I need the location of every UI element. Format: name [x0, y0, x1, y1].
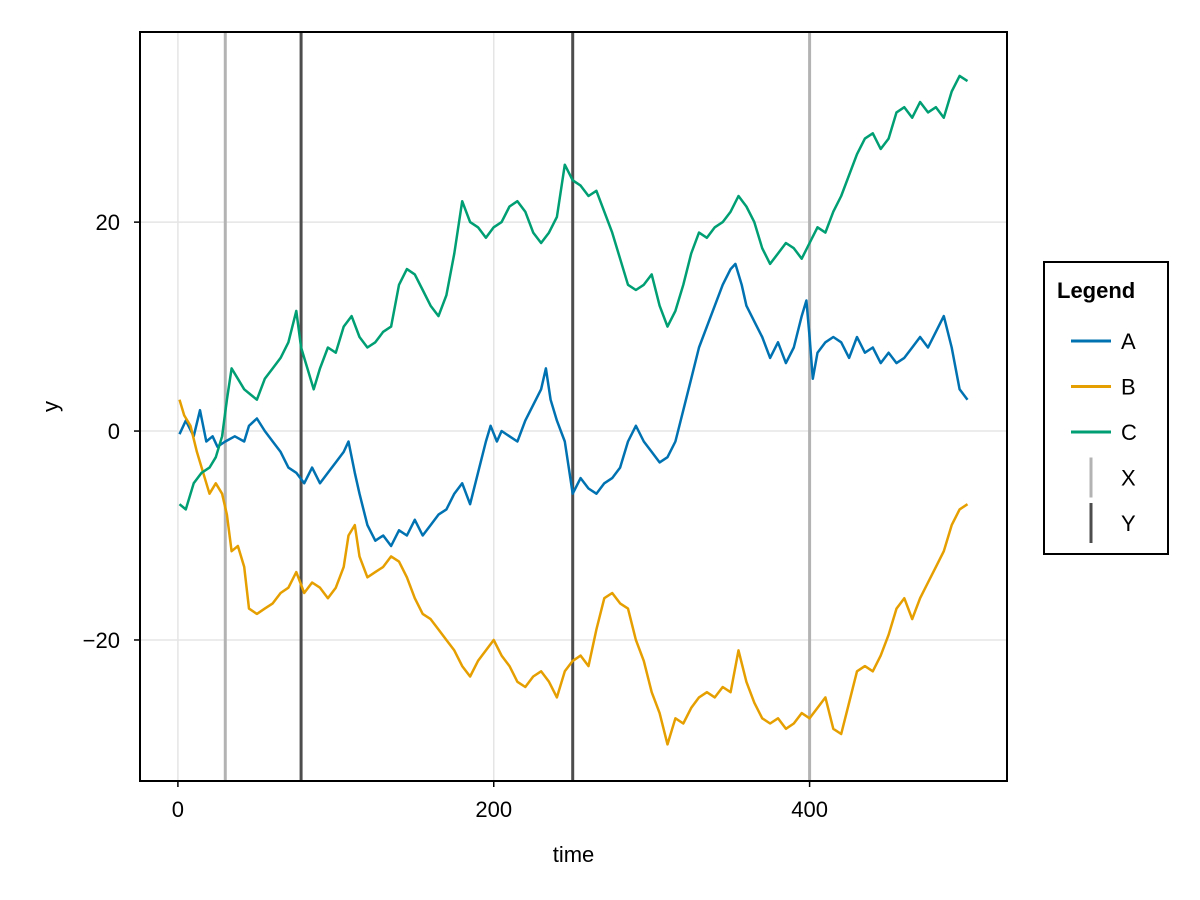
- vertical-lines: [223, 32, 812, 781]
- legend-label: X: [1121, 466, 1136, 491]
- legend-item-a: A: [1071, 329, 1136, 354]
- y-tick-label: 20: [96, 210, 120, 235]
- y-tick-label: 0: [108, 419, 120, 444]
- legend-label: Y: [1121, 511, 1136, 536]
- axis-ticks: 0 200 400 −20 0 20: [83, 210, 828, 822]
- legend-box: [1043, 261, 1169, 555]
- plot-frame: [139, 31, 1008, 782]
- legend-label: C: [1121, 420, 1137, 445]
- legend-item-y: Y: [1089, 503, 1136, 543]
- series-line-c: [178, 74, 969, 511]
- x-tick-label: 200: [475, 797, 512, 822]
- legend-label: A: [1121, 329, 1136, 354]
- x-tick-label: 0: [172, 797, 184, 822]
- y-axis-label: y: [38, 401, 63, 412]
- legend-title: Legend: [1057, 278, 1135, 303]
- legend-item-b: B: [1071, 375, 1136, 400]
- legend-label: B: [1121, 375, 1136, 400]
- x-axis-label: time: [553, 842, 595, 867]
- y-tick-label: −20: [83, 628, 120, 653]
- x-tick-label: 400: [791, 797, 828, 822]
- legend-item-c: C: [1071, 420, 1137, 445]
- series-line-a: [178, 262, 969, 548]
- series-line-b: [178, 399, 969, 746]
- legend-item-x: X: [1089, 457, 1136, 498]
- series-lines: [178, 74, 969, 746]
